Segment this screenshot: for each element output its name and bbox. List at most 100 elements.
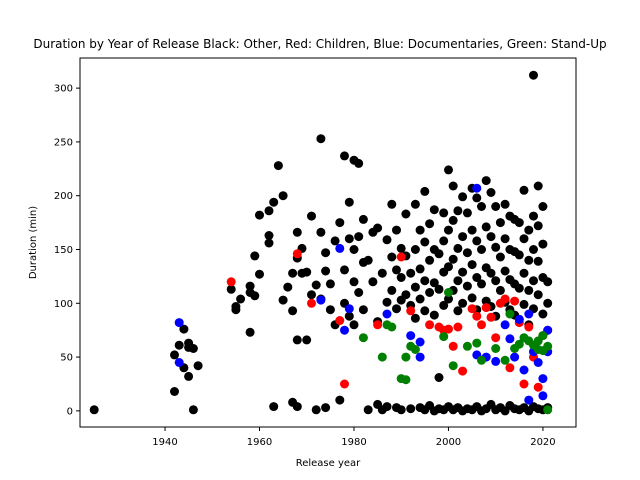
scatter-point xyxy=(410,245,420,254)
scatter-point xyxy=(250,291,260,301)
scatter-point xyxy=(415,294,425,304)
scatter-point xyxy=(472,273,482,282)
scatter-point xyxy=(453,322,463,332)
scatter-point xyxy=(434,373,444,382)
scatter-point xyxy=(193,361,203,371)
scatter-point xyxy=(500,199,510,209)
scatter-point xyxy=(410,313,420,323)
scatter-point xyxy=(349,245,359,254)
scatter-point xyxy=(491,202,501,211)
scatter-point xyxy=(264,238,274,248)
scatter-point xyxy=(302,267,312,277)
scatter-point xyxy=(368,277,378,287)
scatter-point xyxy=(401,352,411,362)
scatter-point xyxy=(283,282,293,292)
x-tick-label: 1960 xyxy=(247,437,272,448)
scatter-point xyxy=(396,273,406,282)
scatter-point xyxy=(325,305,335,315)
scatter-point xyxy=(406,306,416,316)
scatter-point xyxy=(429,205,439,215)
scatter-point xyxy=(543,298,553,308)
scatter-point xyxy=(439,300,449,310)
scatter-point xyxy=(448,341,458,351)
scatter-point xyxy=(467,225,477,235)
scatter-point xyxy=(519,379,529,389)
scatter-point xyxy=(462,248,472,258)
scatter-point xyxy=(174,358,184,367)
scatter-point xyxy=(344,311,354,321)
scatter-point xyxy=(505,334,515,344)
scatter-point xyxy=(387,322,397,332)
scatter-point xyxy=(467,260,477,270)
scatter-point xyxy=(486,232,496,242)
scatter-point xyxy=(439,236,449,246)
x-tick-label: 1940 xyxy=(152,437,177,448)
scatter-point xyxy=(524,395,534,405)
scatter-point xyxy=(524,309,534,319)
scatter-point xyxy=(335,316,345,325)
scatter-point xyxy=(311,405,321,415)
scatter-point xyxy=(311,280,321,290)
x-axis-label: Release year xyxy=(296,458,361,469)
scatter-point xyxy=(462,281,472,291)
scatter-point xyxy=(444,288,453,297)
y-tick-label: 300 xyxy=(54,84,73,95)
scatter-point xyxy=(444,262,453,272)
scatter-point xyxy=(335,243,345,253)
scatter-point xyxy=(448,254,458,264)
scatter-point xyxy=(434,284,444,294)
scatter-point xyxy=(344,234,354,244)
scatter-point xyxy=(264,206,274,216)
scatter-point xyxy=(321,266,331,276)
scatter-point xyxy=(349,277,359,287)
y-tick-label: 100 xyxy=(54,299,73,310)
scatter-point xyxy=(425,288,435,297)
scatter-point xyxy=(529,70,538,80)
scatter-point xyxy=(373,320,383,330)
scatter-point xyxy=(533,256,543,266)
scatter-point xyxy=(453,276,463,286)
scatter-point xyxy=(510,296,520,306)
scatter-point xyxy=(410,282,420,292)
scatter-point xyxy=(519,299,529,309)
data-points xyxy=(89,70,553,416)
scatter-point xyxy=(401,375,411,385)
scatter-point xyxy=(477,355,486,365)
scatter-point xyxy=(453,206,463,216)
scatter-point xyxy=(382,235,392,245)
scatter-point xyxy=(543,277,553,287)
scatter-point xyxy=(524,225,534,235)
scatter-point xyxy=(425,219,435,229)
scatter-point xyxy=(514,250,524,260)
scatter-point xyxy=(533,382,543,392)
scatter-point xyxy=(472,193,482,203)
scatter-point xyxy=(354,158,364,168)
scatter-point xyxy=(477,202,486,211)
scatter-point xyxy=(330,236,340,246)
scatter-point xyxy=(538,374,548,384)
scatter-point xyxy=(278,295,288,305)
scatter-point xyxy=(538,331,548,341)
x-tick-label: 1980 xyxy=(341,437,366,448)
x-tick-label: 2020 xyxy=(530,437,555,448)
scatter-point xyxy=(514,339,524,349)
scatter-point xyxy=(335,395,345,405)
scatter-point xyxy=(538,202,548,211)
scatter-point xyxy=(236,294,246,304)
scatter-point xyxy=(396,243,406,253)
scatter-point xyxy=(491,333,501,343)
scatter-point xyxy=(510,352,520,362)
scatter-point xyxy=(425,320,435,330)
scatter-point xyxy=(444,225,453,235)
scatter-point xyxy=(340,325,349,335)
scatter-point xyxy=(533,290,543,300)
scatter-point xyxy=(472,338,482,348)
scatter-point xyxy=(406,404,416,414)
scatter-point xyxy=(524,285,534,295)
scatter-point xyxy=(453,306,463,316)
x-axis-ticks: 1940 1960 1980 2000 2020 xyxy=(152,427,556,448)
scatter-point xyxy=(444,324,453,334)
scatter-point xyxy=(538,239,548,249)
scatter-point xyxy=(519,268,529,278)
scatter-point xyxy=(340,379,349,389)
